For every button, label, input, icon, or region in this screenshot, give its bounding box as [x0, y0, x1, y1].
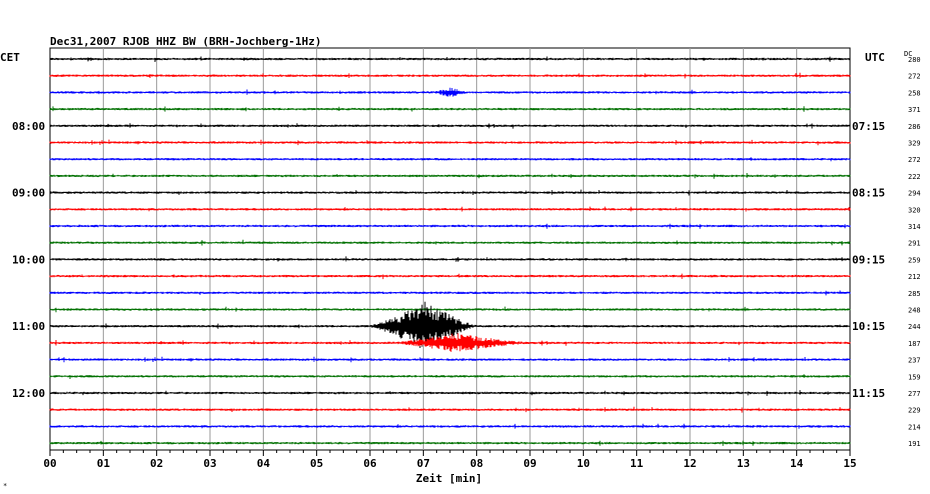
trace-row [49, 72, 851, 79]
x-tick-label: 14 [790, 457, 804, 470]
x-axis-label: Zeit [min] [416, 472, 482, 485]
x-tick-label: 11 [630, 457, 644, 470]
trace-row [49, 390, 851, 396]
dc-value: 259 [908, 256, 921, 264]
x-tick-label: 08 [470, 457, 483, 470]
dc-header-label: DC [904, 50, 912, 58]
dc-value: 187 [908, 340, 921, 348]
trace-row [49, 223, 851, 229]
left-hour-label: 10:00 [12, 253, 45, 266]
x-tick-label: 02 [150, 457, 163, 470]
right-hour-label: 07:15 [852, 120, 885, 133]
x-tick-label: 09 [523, 457, 536, 470]
dc-value: 286 [908, 123, 921, 131]
dc-value: 291 [908, 240, 921, 248]
x-tick-label: 04 [257, 457, 271, 470]
right-hour-label: 09:15 [852, 253, 885, 266]
trace-row [49, 440, 851, 446]
right-hour-labels: 07:15 08:15 09:15 10:15 11:15 [852, 120, 885, 400]
x-tick-label: 12 [683, 457, 696, 470]
right-hour-label: 08:15 [852, 187, 885, 200]
x-tick-label: 03 [203, 457, 216, 470]
seismic-traces [49, 56, 851, 446]
dc-value: 212 [908, 273, 921, 281]
dc-value: 237 [908, 357, 921, 365]
trace-row [49, 256, 851, 262]
trace-row [49, 157, 851, 162]
dc-value: 244 [908, 323, 921, 331]
x-tick-label: 00 [43, 457, 56, 470]
trace-row [49, 374, 851, 379]
right-hour-label: 11:15 [852, 387, 885, 400]
trace-row [49, 206, 851, 212]
dc-value: 214 [908, 423, 921, 431]
left-hour-label: 09:00 [12, 187, 45, 200]
dc-value: 371 [908, 106, 921, 114]
dc-value: 159 [908, 373, 921, 381]
x-tick-label: 05 [310, 457, 323, 470]
trace-row [49, 356, 851, 363]
left-hour-label: 11:00 [12, 320, 45, 333]
x-tick-label: 10 [577, 457, 590, 470]
trace-row [49, 106, 851, 112]
trace-row [49, 139, 851, 146]
dc-value: 229 [908, 407, 921, 415]
dc-value: 314 [908, 223, 921, 231]
dc-value: 329 [908, 140, 921, 148]
right-hour-label: 10:15 [852, 320, 885, 333]
dc-value: 222 [908, 173, 921, 181]
x-tick-label: 15 [843, 457, 856, 470]
trace-row [49, 273, 851, 280]
x-tick-label: 06 [363, 457, 377, 470]
dc-value: 272 [908, 73, 921, 81]
dc-value: 258 [908, 89, 921, 97]
time-grid [49, 47, 851, 451]
trace-row [49, 406, 851, 413]
dc-value: 320 [908, 206, 921, 214]
corner-mark: * [3, 482, 7, 490]
x-tick-label: 01 [97, 457, 111, 470]
right-timezone-label: UTC [865, 51, 885, 64]
chart-title: Dec31,2007 RJOB HHZ BW (BRH-Jochberg-1Hz… [50, 35, 322, 48]
trace-row [49, 173, 851, 179]
trace-row [49, 423, 851, 429]
trace-row [49, 189, 851, 196]
x-tick-label: 13 [737, 457, 750, 470]
trace-row [49, 56, 851, 62]
dc-value: 277 [908, 390, 921, 398]
trace-row [49, 239, 851, 246]
trace-row [49, 333, 851, 352]
dc-value: 272 [908, 156, 921, 164]
dc-values: 280 272 258 371 286 329 272 222 294 320 314 291 259 2… [908, 56, 921, 448]
dc-value: 191 [908, 440, 921, 448]
trace-row [49, 290, 851, 296]
left-hour-labels: 08:00 09:00 10:00 11:00 12:00 [12, 120, 45, 400]
trace-row [49, 123, 851, 129]
x-tick-label: 07 [417, 457, 430, 470]
left-timezone-label: CET [0, 51, 20, 64]
trace-row [49, 306, 851, 313]
dc-value: 294 [908, 190, 921, 198]
x-axis: 00 01 02 03 04 05 06 07 08 09 10 11 12 13 14 15 [43, 450, 857, 470]
dc-value: 280 [908, 56, 921, 64]
left-hour-label: 12:00 [12, 387, 45, 400]
dc-value: 285 [908, 290, 921, 298]
left-hour-label: 08:00 [12, 120, 45, 133]
dc-value: 248 [908, 307, 921, 315]
trace-row [49, 87, 851, 97]
trace-row [49, 301, 851, 348]
